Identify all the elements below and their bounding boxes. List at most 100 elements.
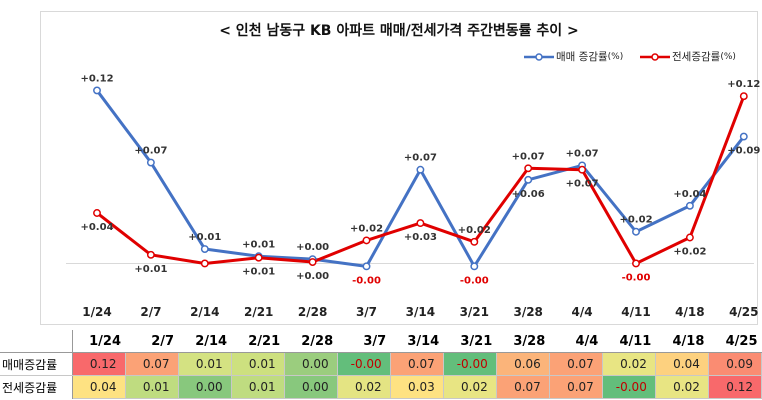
x-tick-label: 4/4 — [572, 305, 593, 319]
table-date-header: 4/11 — [602, 330, 656, 353]
data-point-series-1 — [632, 259, 640, 268]
data-label-series-0: +0.02 — [619, 215, 652, 226]
data-point-series-0 — [362, 262, 371, 271]
x-tick-label: 1/24 — [82, 305, 111, 319]
data-point-series-0 — [739, 132, 748, 141]
legend-item-jeonse: 전세증감률 (%) — [640, 49, 736, 64]
table-cell: 0.01 — [231, 375, 285, 399]
data-point-series-1 — [416, 219, 425, 228]
table-cell: 0.12 — [72, 352, 126, 376]
table-cell: 0.00 — [284, 352, 338, 376]
data-point-series-1 — [254, 253, 263, 262]
data-label-series-0: +0.12 — [80, 73, 113, 84]
table-cell: 0.09 — [708, 352, 762, 376]
legend-label-jeonse: 전세증감률 — [672, 51, 721, 63]
table-cell: -0.00 — [602, 375, 656, 399]
data-label-series-0: +0.04 — [673, 189, 706, 200]
legend-item-maemae: 매매 증감률 (%) — [524, 49, 623, 64]
data-point-series-0 — [685, 201, 694, 210]
table-header-row: 1/24 2/7 2/14 2/21 2/28 3/7 3/14 3/21 3/28 4/4 4/1… — [0, 330, 762, 353]
x-tick-label: 2/7 — [140, 305, 161, 319]
table-date-header: 3/28 — [496, 330, 550, 353]
table-cell: 0.01 — [178, 352, 232, 376]
table-date-header: 1/24 — [72, 330, 126, 353]
row-label-jeonse: 전세증감률 — [0, 375, 73, 399]
table-cell: -0.00 — [337, 352, 391, 376]
chart-title: < 인천 남동구 KB 아파트 매매/전세가격 주간변동률 추이 > — [219, 23, 579, 39]
data-label-series-0: +0.07 — [404, 153, 437, 164]
table-cell: 0.00 — [284, 375, 338, 399]
data-table: 1/24 2/7 2/14 2/21 2/28 3/7 3/14 3/21 3/28 4/4 4/1… — [0, 330, 762, 399]
data-label-series-1: +0.12 — [727, 79, 760, 90]
data-label-series-0: +0.01 — [188, 232, 221, 243]
x-tick-label: 2/28 — [298, 305, 327, 319]
chart-area — [40, 11, 758, 325]
table-cell: 0.02 — [337, 375, 391, 399]
data-label-series-1: +0.07 — [566, 179, 599, 190]
table-date-header: 2/7 — [125, 330, 179, 353]
table-row-maemae: 매매증감률 0.12 0.07 0.01 0.01 0.00 -0.00 0.07 -0.00… — [0, 352, 762, 376]
table-cell: 0.01 — [231, 352, 285, 376]
data-label-series-0: +0.07 — [134, 146, 167, 157]
table-cell: 0.02 — [602, 352, 656, 376]
table-date-header: 2/21 — [231, 330, 285, 353]
x-tick-label: 3/21 — [460, 305, 489, 319]
table-date-header: 4/25 — [708, 330, 762, 353]
data-label-series-1: +0.04 — [80, 222, 113, 233]
x-tick-label: 4/11 — [621, 305, 650, 319]
table-cell: 0.07 — [125, 352, 179, 376]
data-point-series-1 — [524, 164, 533, 173]
table-cell: 0.04 — [655, 352, 709, 376]
x-tick-label: 4/25 — [729, 305, 758, 319]
table-cell: 0.07 — [496, 375, 550, 399]
data-point-series-0 — [200, 245, 209, 253]
data-label-series-1: +0.02 — [673, 247, 706, 258]
data-point-series-1 — [93, 209, 101, 217]
table-cell: 0.07 — [549, 352, 603, 376]
legend-unit-jeonse: (%) — [720, 51, 736, 62]
legend-unit-maemae: (%) — [607, 51, 624, 62]
table-date-header: 3/14 — [390, 330, 444, 353]
table-cell: 0.12 — [708, 375, 762, 399]
data-point-series-1 — [470, 237, 479, 246]
data-point-series-0 — [146, 158, 155, 167]
data-label-series-0: -0.00 — [460, 275, 489, 286]
data-label-series-1: +0.02 — [350, 223, 383, 234]
table-date-header: 4/18 — [655, 330, 709, 353]
legend-label-maemae: 매매 증감률 — [556, 51, 608, 63]
data-label-series-0: +0.06 — [512, 189, 545, 200]
x-tick-label: 3/7 — [356, 305, 377, 319]
legend-line-marker-red-icon — [640, 52, 670, 61]
table-cell: 0.02 — [443, 375, 497, 399]
data-point-series-0 — [632, 227, 640, 236]
table-cell: 0.04 — [72, 375, 126, 399]
table-corner-cell — [0, 330, 73, 353]
table-cell: 0.00 — [178, 375, 232, 399]
data-label-series-1: +0.01 — [134, 264, 167, 275]
data-label-series-0: -0.00 — [352, 275, 381, 286]
table-date-header: 4/4 — [549, 330, 603, 353]
data-point-series-1 — [685, 233, 694, 242]
table-cell: 0.07 — [549, 375, 603, 399]
table-cell: 0.01 — [125, 375, 179, 399]
table-row-jeonse: 전세증감률 0.04 0.01 0.00 0.01 0.00 0.02 0.03 0.02 0.… — [0, 375, 762, 399]
table-date-header: 2/28 — [284, 330, 338, 353]
data-point-series-1 — [146, 250, 155, 259]
data-label-series-1: +0.03 — [404, 232, 437, 243]
data-point-series-1 — [308, 258, 317, 266]
table-cell: 0.02 — [655, 375, 709, 399]
data-point-series-0 — [470, 262, 479, 271]
table-cell: 0.03 — [390, 375, 444, 399]
data-label-series-1: +0.01 — [242, 267, 275, 278]
data-point-series-1 — [362, 236, 371, 245]
data-label-series-0: +0.09 — [727, 146, 760, 157]
table-date-header: 3/7 — [337, 330, 391, 353]
table-cell: -0.00 — [443, 352, 497, 376]
legend-line-marker-blue-icon — [524, 52, 554, 61]
table-cell: 0.07 — [390, 352, 444, 376]
x-tick-label: 2/21 — [244, 305, 273, 319]
table-date-header: 2/14 — [178, 330, 232, 353]
data-point-series-1 — [739, 92, 748, 101]
table-cell: 0.06 — [496, 352, 550, 376]
